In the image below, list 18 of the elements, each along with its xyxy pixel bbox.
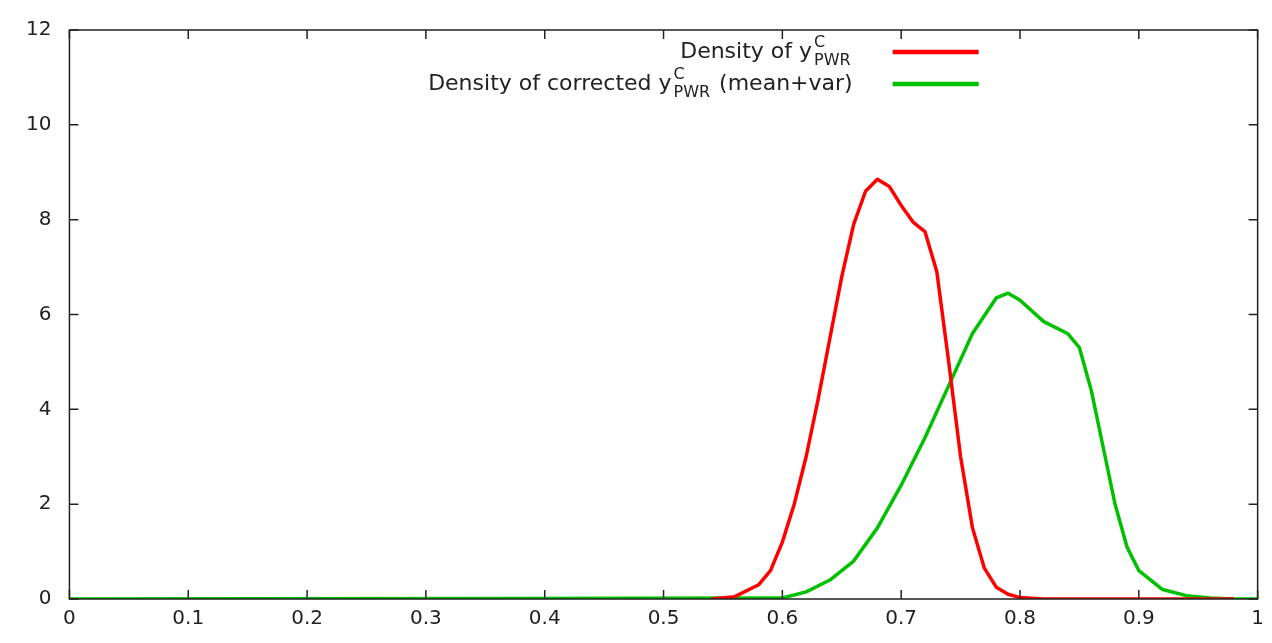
- y-tick-label: 4: [38, 395, 52, 420]
- x-tick-label: 0.1: [172, 605, 205, 630]
- x-tick-label: 0.2: [291, 605, 323, 630]
- x-tick-label: 0.7: [885, 605, 918, 630]
- x-tick-label: 1: [1251, 605, 1264, 630]
- x-tick-label: 0.9: [1122, 605, 1155, 630]
- x-tick-label: 0.6: [766, 605, 799, 630]
- x-tick-label: 0.4: [528, 605, 561, 630]
- x-tick-label: 0.5: [647, 605, 680, 630]
- y-tick-label: 6: [38, 300, 52, 325]
- x-tick-label: 0.3: [410, 605, 442, 630]
- x-tick-label: 0.8: [1004, 605, 1036, 630]
- y-tick-label: 2: [38, 490, 52, 515]
- y-tick-label: 8: [38, 205, 52, 230]
- y-tick-label: 10: [26, 111, 52, 136]
- y-tick-label: 0: [38, 585, 52, 610]
- y-tick-label: 12: [26, 16, 52, 41]
- x-tick-label: 0: [63, 605, 76, 630]
